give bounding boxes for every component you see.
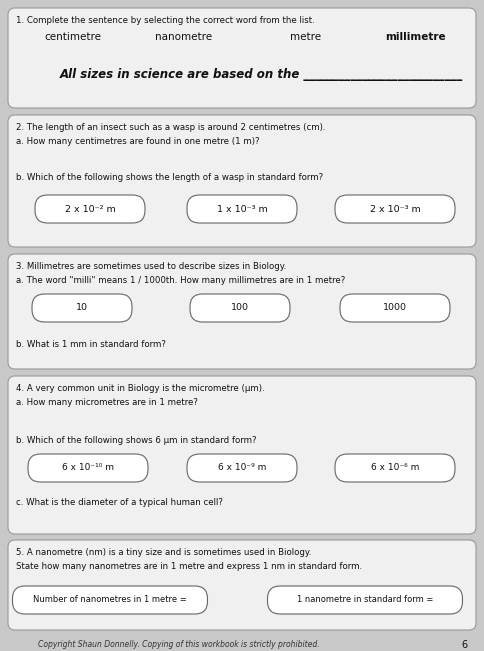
Text: metre: metre	[290, 32, 321, 42]
FancyBboxPatch shape	[335, 195, 455, 223]
Text: State how many nanometres are in 1 metre and express 1 nm in standard form.: State how many nanometres are in 1 metre…	[16, 562, 362, 571]
Text: Copyright Shaun Donnelly. Copying of this workbook is strictly prohibited.: Copyright Shaun Donnelly. Copying of thi…	[38, 640, 319, 649]
Text: 1. Complete the sentence by selecting the correct word from the list.: 1. Complete the sentence by selecting th…	[16, 16, 315, 25]
Text: a. The word "milli" means 1 / 1000th. How many millimetres are in 1 metre?: a. The word "milli" means 1 / 1000th. Ho…	[16, 276, 345, 285]
FancyBboxPatch shape	[35, 195, 145, 223]
FancyBboxPatch shape	[8, 115, 476, 247]
FancyBboxPatch shape	[13, 586, 208, 614]
Text: 1000: 1000	[383, 303, 407, 312]
FancyBboxPatch shape	[335, 454, 455, 482]
Text: 6 x 10⁻⁶ m: 6 x 10⁻⁶ m	[371, 464, 419, 473]
Text: 2. The length of an insect such as a wasp is around 2 centimetres (cm).: 2. The length of an insect such as a was…	[16, 123, 326, 132]
FancyBboxPatch shape	[8, 8, 476, 108]
Text: millimetre: millimetre	[385, 32, 446, 42]
Text: All sizes in science are based on the ___________________________: All sizes in science are based on the __…	[60, 68, 463, 81]
Text: 4. A very common unit in Biology is the micrometre (μm).: 4. A very common unit in Biology is the …	[16, 384, 265, 393]
Text: 10: 10	[76, 303, 88, 312]
Text: b. Which of the following shows 6 μm in standard form?: b. Which of the following shows 6 μm in …	[16, 436, 257, 445]
Text: 2 x 10⁻³ m: 2 x 10⁻³ m	[370, 204, 421, 214]
Text: 6 x 10⁻¹⁰ m: 6 x 10⁻¹⁰ m	[62, 464, 114, 473]
FancyBboxPatch shape	[28, 454, 148, 482]
FancyBboxPatch shape	[268, 586, 463, 614]
Text: 5. A nanometre (nm) is a tiny size and is sometimes used in Biology.: 5. A nanometre (nm) is a tiny size and i…	[16, 548, 311, 557]
Text: centimetre: centimetre	[44, 32, 101, 42]
FancyBboxPatch shape	[8, 540, 476, 630]
Text: 100: 100	[231, 303, 249, 312]
FancyBboxPatch shape	[187, 195, 297, 223]
Text: 6: 6	[462, 640, 468, 650]
Text: nanometre: nanometre	[155, 32, 212, 42]
Text: 1 x 10⁻³ m: 1 x 10⁻³ m	[217, 204, 267, 214]
Text: Number of nanometres in 1 metre =: Number of nanometres in 1 metre =	[33, 596, 187, 605]
Text: a. How many centimetres are found in one metre (1 m)?: a. How many centimetres are found in one…	[16, 137, 259, 146]
Text: b. Which of the following shows the length of a wasp in standard form?: b. Which of the following shows the leng…	[16, 173, 323, 182]
Text: 2 x 10⁻² m: 2 x 10⁻² m	[65, 204, 115, 214]
FancyBboxPatch shape	[8, 254, 476, 369]
FancyBboxPatch shape	[32, 294, 132, 322]
FancyBboxPatch shape	[8, 376, 476, 534]
FancyBboxPatch shape	[187, 454, 297, 482]
Text: 3. Millimetres are sometimes used to describe sizes in Biology.: 3. Millimetres are sometimes used to des…	[16, 262, 286, 271]
Text: a. How many micrometres are in 1 metre?: a. How many micrometres are in 1 metre?	[16, 398, 198, 407]
FancyBboxPatch shape	[340, 294, 450, 322]
FancyBboxPatch shape	[190, 294, 290, 322]
Text: 6 x 10⁻⁹ m: 6 x 10⁻⁹ m	[218, 464, 266, 473]
Text: b. What is 1 mm in standard form?: b. What is 1 mm in standard form?	[16, 340, 166, 349]
Text: 1 nanometre in standard form =: 1 nanometre in standard form =	[297, 596, 433, 605]
Text: c. What is the diameter of a typical human cell?: c. What is the diameter of a typical hum…	[16, 498, 223, 507]
